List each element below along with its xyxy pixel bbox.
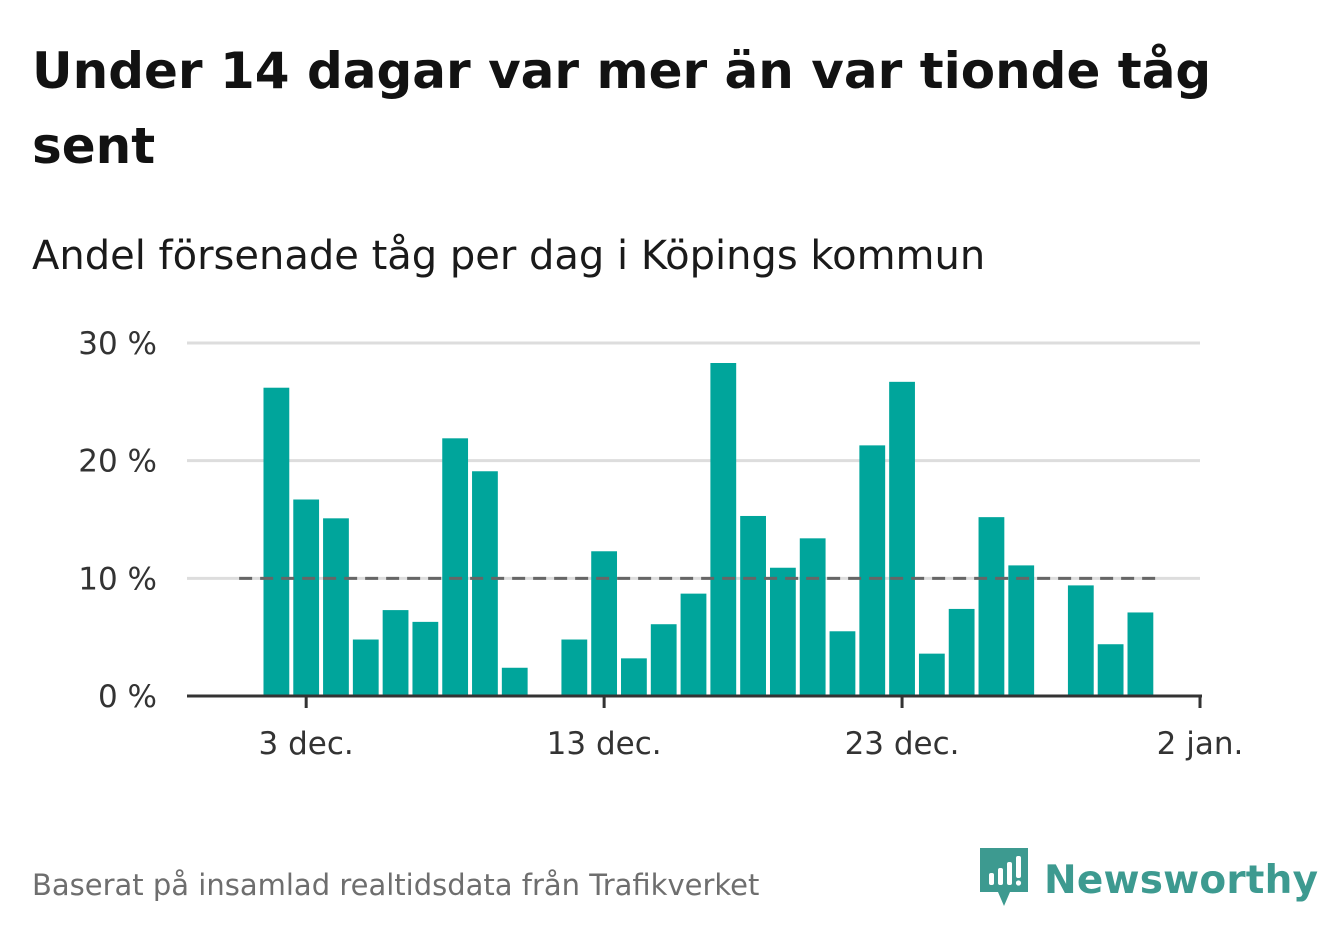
- bar: [293, 499, 320, 696]
- brand-logo: Newsworthy: [980, 848, 1318, 912]
- y-tick-label: 0 %: [98, 679, 157, 715]
- bar: [740, 515, 766, 696]
- bars: [263, 363, 1154, 696]
- bar-chart: 3 dec. 13 dec. 23 dec. 2 jan. 0 % 10 % 20 % 30…: [78, 326, 1244, 762]
- x-tick-label: 23 dec.: [845, 726, 960, 762]
- chart-subtitle: Andel försenade tåg per dag i Köpings ko…: [32, 233, 986, 279]
- newsworthy-logo-icon: [980, 848, 1028, 912]
- bar: [918, 653, 945, 696]
- source-note: Baserat på insamlad realtidsdata från Tr…: [32, 868, 760, 902]
- bar: [621, 658, 647, 696]
- bar: [472, 471, 498, 696]
- bar: [501, 667, 528, 696]
- bar: [352, 639, 379, 696]
- bar: [978, 517, 1005, 696]
- chart-title: Under 14 dagar var mer än var tionde tåg…: [32, 42, 1212, 175]
- bar: [1008, 565, 1035, 696]
- bar: [829, 631, 856, 696]
- bar: [591, 551, 618, 696]
- y-tick-label: 10 %: [78, 561, 157, 597]
- bar: [263, 387, 290, 696]
- bar: [889, 381, 915, 696]
- bar: [382, 610, 409, 696]
- x-axis: 3 dec. 13 dec. 23 dec. 2 jan.: [187, 694, 1244, 762]
- y-axis-labels: 0 % 10 % 20 % 30 %: [78, 326, 157, 715]
- bar: [650, 624, 677, 696]
- bar: [442, 438, 469, 696]
- bar: [710, 363, 737, 696]
- bar: [799, 538, 826, 696]
- bar: [1097, 644, 1124, 696]
- bar: [1067, 585, 1094, 696]
- x-tick-label: 13 dec.: [547, 726, 662, 762]
- bar: [323, 518, 349, 696]
- brand-name: Newsworthy: [1044, 857, 1319, 903]
- bar: [680, 593, 707, 696]
- bar: [769, 567, 796, 696]
- bar: [948, 608, 975, 696]
- y-tick-label: 20 %: [78, 444, 157, 480]
- bar: [561, 639, 588, 696]
- bar: [412, 621, 439, 696]
- x-tick-label: 3 dec.: [259, 726, 354, 762]
- bar: [859, 445, 886, 696]
- y-tick-label: 30 %: [78, 326, 157, 362]
- bar: [1127, 612, 1154, 696]
- x-tick-label: 2 jan.: [1157, 726, 1244, 762]
